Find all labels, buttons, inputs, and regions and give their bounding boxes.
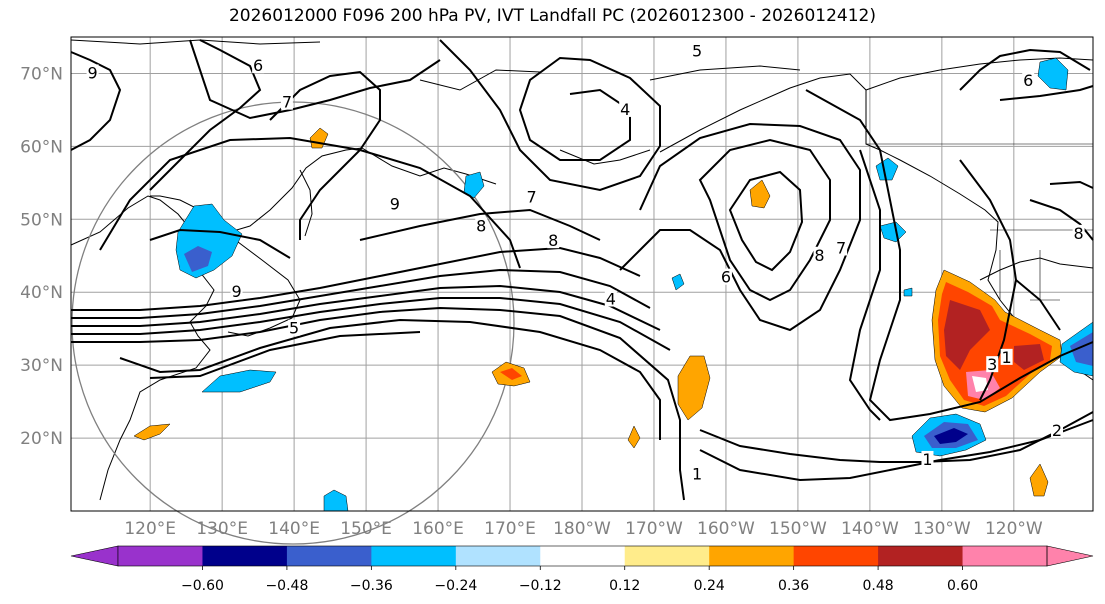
colorbar-tick-label: 0.12 (609, 578, 640, 594)
lon-tick-label: 140°E (268, 519, 320, 539)
colorbar-tick-label: −0.48 (265, 578, 308, 594)
longitude-labels: 120°E 130°E 140°E 150°E 160°E 170°E 180°W 170°W… (124, 519, 1043, 539)
contour-label-bg (986, 356, 999, 373)
colorbar-tick-label: 0.24 (694, 578, 725, 594)
contour-label: 5 (289, 319, 299, 338)
colorbar-tick-label: −0.12 (519, 578, 562, 594)
contour-label-bg (547, 232, 560, 249)
contour-label-bg (288, 319, 301, 336)
lon-tick-label: 180°W (553, 519, 611, 539)
colorbar-swatch (878, 546, 964, 566)
figure-title: 2026012000 F096 200 hPa PV, IVT Landfall… (228, 6, 876, 26)
contour-label: 1 (1002, 348, 1012, 367)
colorbar-tick-label: −0.36 (350, 578, 393, 594)
lon-tick-label: 120°W (985, 519, 1043, 539)
contour-label-bg (280, 93, 293, 110)
colorbar-swatch (286, 546, 372, 566)
contour-label-bg (475, 217, 488, 234)
contour-label: 6 (721, 268, 731, 287)
contour-label: 6 (253, 56, 263, 75)
lat-tick-label: 70°N (20, 64, 63, 84)
lon-tick-label: 150°E (340, 519, 392, 539)
colorbar-swatch (962, 546, 1048, 566)
contour-label: 6 (1023, 71, 1033, 90)
contour-label-bg (921, 450, 934, 467)
colorbar-tick-label: 0.36 (778, 578, 809, 594)
lat-tick-label: 50°N (20, 210, 63, 230)
contour-label-bg (388, 195, 401, 212)
lat-tick-label: 60°N (20, 137, 63, 157)
lon-tick-label: 130°E (196, 519, 248, 539)
colorbar: −0.60 −0.48 −0.36 −0.24 −0.12 0.12 0.24 0.36 0.4… (70, 545, 1094, 594)
contour-label: 9 (87, 63, 97, 82)
lon-tick-label: 150°W (769, 519, 827, 539)
landfall-radius-circle (71, 101, 515, 545)
contour-label: 7 (836, 238, 846, 257)
contour-label-bg (813, 246, 826, 263)
lat-tick-label: 30°N (20, 356, 63, 376)
colorbar-swatch (709, 546, 795, 566)
contour-label: 9 (231, 282, 241, 301)
contour-label-bg (86, 64, 99, 81)
colorbar-swatch (455, 546, 541, 566)
lon-tick-label: 130°W (913, 519, 971, 539)
colorbar-tick-label: −0.24 (434, 578, 477, 594)
contour-label-bg (1072, 224, 1085, 241)
contour-label: 2 (1052, 421, 1062, 440)
lon-tick-label: 170°E (484, 519, 536, 539)
colorbar-swatch (118, 546, 203, 566)
pc-shading (133, 57, 1094, 512)
contour-label: 5 (692, 42, 702, 61)
colorbar-swatch (540, 546, 626, 566)
latitude-labels: 20°N 30°N 40°N 50°N 60°N 70°N (20, 64, 63, 449)
contour-label-bg (1051, 421, 1064, 438)
contour-label-bg (691, 42, 704, 59)
contour-label: 8 (548, 231, 558, 250)
map-frame (70, 36, 1094, 512)
contour-label-bg (1000, 348, 1013, 365)
contour-label: 7 (282, 93, 292, 112)
contour-label-bg (691, 465, 704, 482)
contour-label-bg (525, 188, 538, 205)
lon-tick-label: 120°E (124, 519, 176, 539)
lat-tick-label: 20°N (20, 429, 63, 449)
contour-label: 4 (606, 290, 616, 309)
contour-label-bg (619, 100, 632, 117)
contour-label: 9 (390, 195, 400, 214)
colorbar-tick-label: 0.48 (863, 578, 894, 594)
colorbar-tick-label: −0.60 (181, 578, 224, 594)
contour-label-bg (719, 268, 732, 285)
pv-contours (70, 39, 1094, 501)
lon-tick-label: 160°E (412, 519, 464, 539)
contour-label-bg (230, 283, 243, 300)
colorbar-swatch (624, 546, 710, 566)
contour-label-bg (604, 290, 617, 307)
contour-label: 8 (1074, 224, 1084, 243)
contour-label: 3 (987, 355, 997, 374)
contour-label-bg (835, 239, 848, 256)
colorbar-swatch (371, 546, 457, 566)
colorbar-extend-left (70, 545, 119, 567)
contour-label: 8 (814, 246, 824, 265)
lat-tick-label: 40°N (20, 283, 63, 303)
contour-label: 1 (922, 450, 932, 469)
colorbar-swatch (202, 546, 288, 566)
contour-label: 4 (620, 100, 630, 119)
lon-tick-label: 170°W (625, 519, 683, 539)
colorbar-swatch (793, 546, 879, 566)
colorbar-outline (117, 545, 1048, 567)
contour-label: 1 (692, 465, 702, 484)
colorbar-tick-label: 0.60 (947, 578, 978, 594)
lon-tick-label: 160°W (697, 519, 755, 539)
contour-label-bg (252, 57, 265, 74)
contour-label: 8 (476, 217, 486, 236)
contour-label-bg (1022, 71, 1035, 88)
colorbar-extend-right (1046, 545, 1094, 567)
graticule (71, 37, 1093, 511)
lon-tick-label: 140°W (841, 519, 899, 539)
contour-label: 7 (527, 187, 537, 206)
